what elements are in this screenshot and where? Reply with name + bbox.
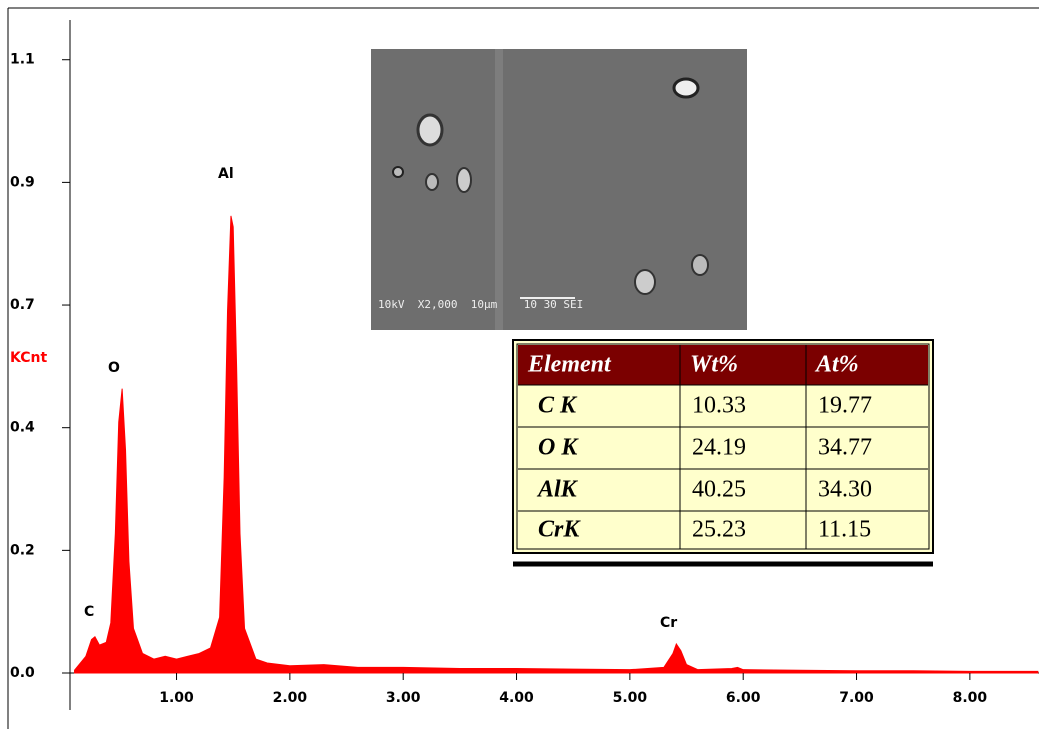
table-header: At% [814, 352, 859, 378]
peak-label: C [84, 604, 94, 620]
x-tick-label: 4.00 [499, 690, 534, 706]
table-cell: O K [538, 435, 579, 461]
y-tick-label: 1.1 [10, 52, 35, 68]
peak-label: O [108, 360, 120, 376]
peak-label: Cr [660, 615, 677, 631]
y-tick-label: 0.0 [10, 665, 35, 681]
table-cell: 34.30 [818, 477, 872, 503]
table: Element Wt% At% C K 10.33 19.77 O K 24.19 34.77 A… [513, 340, 933, 564]
y-tick-label: 0.7 [10, 297, 35, 313]
table-cell: 24.19 [692, 435, 746, 461]
table-header: Wt% [690, 352, 738, 378]
table-header: Element [527, 352, 612, 378]
table-cell: 25.23 [692, 517, 746, 543]
x-tick-label: 6.00 [726, 690, 761, 706]
y-tick-label: 0.2 [10, 542, 35, 558]
x-tick-label: 3.00 [386, 690, 421, 706]
table-cell: C K [538, 393, 578, 419]
table-cell: CrK [538, 517, 581, 543]
peak-label: Al [218, 166, 234, 182]
table-cell: 40.25 [692, 477, 746, 503]
y-tick-label: 0.4 [10, 420, 35, 436]
x-tick-label: 8.00 [953, 690, 988, 706]
table-cell: AlK [536, 477, 579, 503]
x-tick-label: 5.00 [613, 690, 648, 706]
sem-image: 10kV X2,000 10µm 10 30 SEI [371, 49, 747, 330]
table-cell: 34.77 [818, 435, 872, 461]
table-cell: 19.77 [818, 393, 872, 419]
chart: KCnt C O Al Cr 10kV X2,000 10µm 10 30 SE… [0, 0, 1039, 729]
y-tick-label: 0.9 [10, 174, 35, 190]
x-tick-label: 1.00 [159, 690, 194, 706]
table-cell: 11.15 [818, 517, 871, 543]
y-axis-label: KCnt [10, 350, 47, 366]
x-tick-label: 7.00 [839, 690, 874, 706]
image-caption: 10kV X2,000 10µm 10 30 SEI [378, 298, 583, 311]
table-cell: 10.33 [692, 393, 746, 419]
x-tick-label: 2.00 [273, 690, 308, 706]
